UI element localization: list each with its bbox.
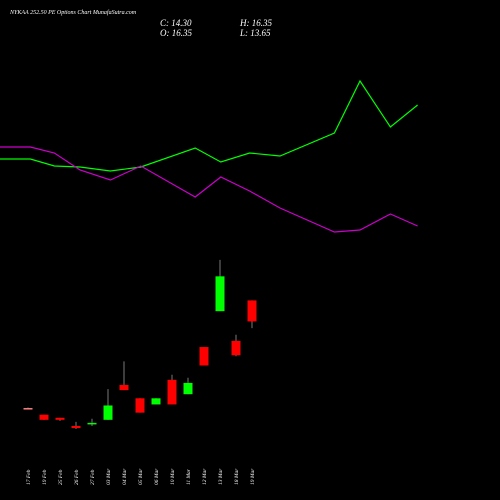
chart-title: NYKAA 252.50 PE Options Chart MunafaSutr…	[9, 9, 137, 16]
candle-body	[135, 398, 145, 413]
candle-body	[183, 382, 193, 395]
candle-body	[151, 398, 161, 405]
x-tick-label: 13 Mar	[218, 468, 224, 485]
x-tick-label: 19 Feb	[42, 469, 48, 485]
x-tick-label: 04 Mar	[121, 468, 128, 485]
stat-low: L: 13.65	[239, 28, 271, 38]
candle-body	[39, 414, 49, 420]
indicator-line	[0, 79, 418, 172]
candle-body	[71, 425, 81, 429]
candle-body	[167, 379, 177, 405]
x-tick-label: 03 Mar	[106, 468, 112, 485]
indicator-line	[0, 146, 418, 233]
candle-body	[119, 384, 129, 391]
x-tick-label: 26 Feb	[74, 469, 80, 485]
candle-body	[23, 408, 33, 410]
candle-body	[215, 276, 225, 312]
candle-body	[55, 417, 65, 420]
stat-close: C: 14.30	[160, 18, 192, 28]
x-tick-label: 06 Mar	[154, 468, 160, 485]
x-tick-label: 25 Feb	[58, 469, 64, 485]
x-tick-label: 19 Mar	[250, 468, 256, 485]
candle-body	[247, 300, 257, 322]
x-tick-label: 05 Mar	[138, 468, 144, 485]
stat-open: O: 16.35	[160, 28, 192, 38]
x-tick-label: 11 Mar	[186, 468, 192, 485]
x-tick-label: 17 Feb	[26, 469, 32, 485]
x-tick-label: 12 Mar	[202, 468, 208, 485]
x-tick-label: 27 Feb	[90, 469, 96, 485]
candle-body	[199, 347, 209, 366]
x-tick-label: 10 Mar	[170, 468, 176, 485]
x-tick-label: 18 Mar	[234, 468, 240, 485]
candle-body	[231, 340, 241, 356]
candle-body	[87, 422, 97, 425]
candle-body	[103, 405, 113, 420]
stat-high: H: 16.35	[239, 18, 272, 28]
